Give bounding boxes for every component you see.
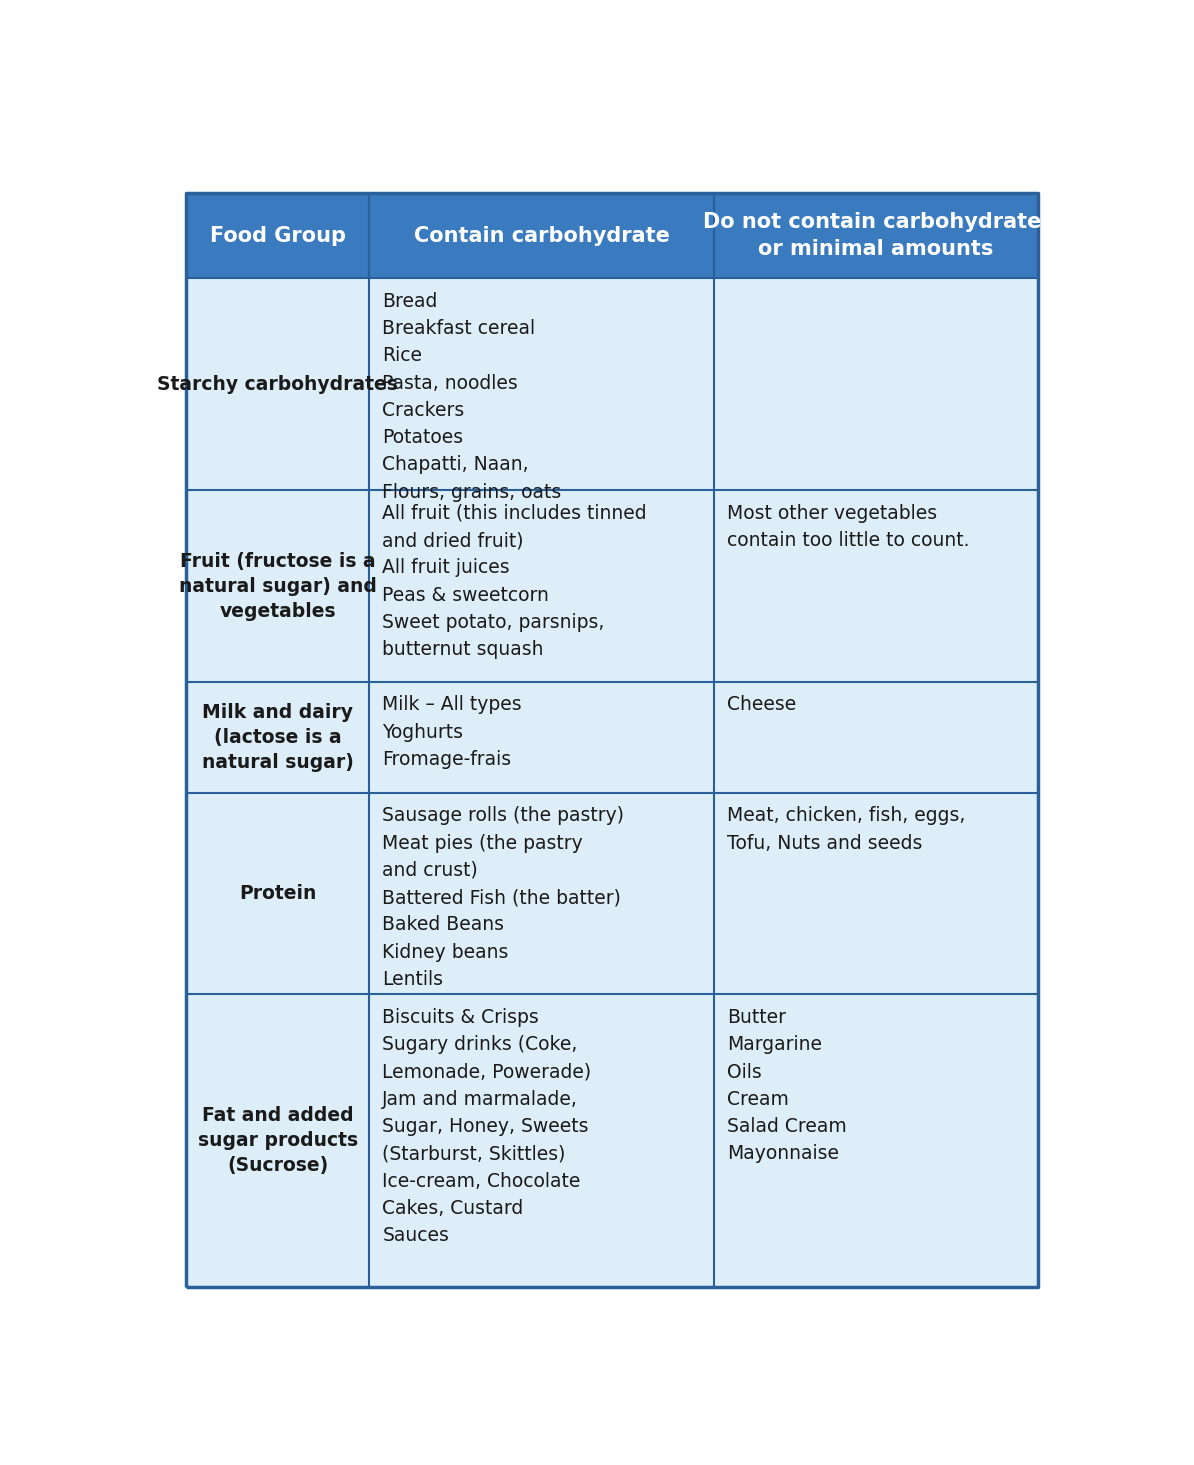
Text: Milk – All types
Yoghurts
Fromage-frais: Milk – All types Yoghurts Fromage-frais [382, 696, 522, 769]
Bar [186, 793, 369, 995]
Text: Bread
Breakfast cereal
Rice
Pasta, noodles
Crackers
Potatoes
Chapatti, Naan,
Flo: Bread Breakfast cereal Rice Pasta, noodl… [382, 292, 561, 501]
Bar [186, 193, 369, 278]
Bar [714, 278, 1038, 491]
Bar [186, 491, 369, 681]
Bar [714, 491, 1038, 681]
Text: Contain carbohydrate: Contain carbohydrate [414, 226, 670, 246]
Bar [186, 995, 369, 1286]
Bar [369, 995, 714, 1286]
Text: Sausage rolls (the pastry)
Meat pies (the pastry
and crust)
Battered Fish (the b: Sausage rolls (the pastry) Meat pies (th… [382, 806, 624, 989]
Bar [369, 193, 714, 278]
Bar [714, 193, 1038, 278]
Text: Fat and added
sugar products
(Sucrose): Fat and added sugar products (Sucrose) [198, 1106, 358, 1175]
Bar [369, 681, 714, 793]
Bar [369, 278, 714, 491]
Bar [714, 793, 1038, 995]
Text: Protein: Protein [239, 883, 316, 902]
Text: Meat, chicken, fish, eggs,
Tofu, Nuts and seeds: Meat, chicken, fish, eggs, Tofu, Nuts an… [727, 806, 966, 853]
Text: Food Group: Food Group [210, 226, 346, 246]
Bar [369, 491, 714, 681]
Text: Butter
Margarine
Oils
Cream
Salad Cream
Mayonnaise: Butter Margarine Oils Cream Salad Cream … [727, 1008, 847, 1163]
Text: Most other vegetables
contain too little to count.: Most other vegetables contain too little… [727, 504, 970, 549]
Text: Cheese: Cheese [727, 696, 796, 715]
Text: Starchy carbohydrates: Starchy carbohydrates [158, 375, 399, 394]
Bar [714, 995, 1038, 1286]
Text: Biscuits & Crisps
Sugary drinks (Coke,
Lemonade, Powerade)
Jam and marmalade,
Su: Biscuits & Crisps Sugary drinks (Coke, L… [382, 1008, 591, 1245]
Bar [186, 278, 369, 491]
Text: All fruit (this includes tinned
and dried fruit)
All fruit juices
Peas & sweetco: All fruit (this includes tinned and drie… [382, 504, 647, 659]
Bar [369, 793, 714, 995]
Text: Milk and dairy
(lactose is a
natural sugar): Milk and dairy (lactose is a natural sug… [202, 703, 353, 772]
Bar [186, 681, 369, 793]
Bar [714, 681, 1038, 793]
Text: Fruit (fructose is a
natural sugar) and
vegetables: Fruit (fructose is a natural sugar) and … [179, 551, 377, 621]
Text: Do not contain carbohydrate,
or minimal amounts: Do not contain carbohydrate, or minimal … [703, 212, 1050, 259]
